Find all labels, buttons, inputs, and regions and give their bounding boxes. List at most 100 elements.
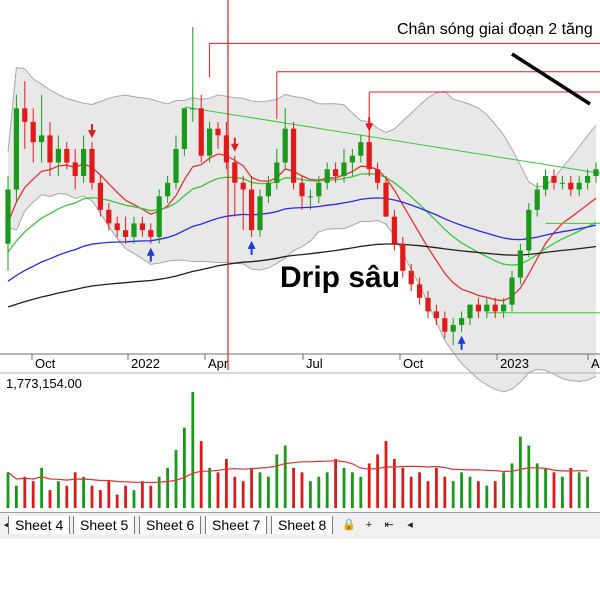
candle-body — [30, 121, 36, 143]
tab-sheet-6[interactable]: Sheet 6 — [139, 516, 202, 534]
volume-bar — [233, 476, 237, 508]
empty-area — [0, 539, 600, 600]
tab-sheet-5[interactable]: Sheet 5 — [73, 516, 136, 534]
volume-bar — [149, 485, 153, 508]
volume-bar — [443, 476, 447, 508]
candle-body — [324, 169, 330, 183]
volume-bar — [384, 441, 388, 508]
volume-bar — [510, 463, 514, 508]
volume-bar — [191, 392, 195, 508]
price-volume-chart: Oct 2022 Apr Jul Oct 2023 Ap 1,773,154.00 Chân… — [0, 0, 600, 508]
candle-body — [576, 182, 582, 190]
volume-bar — [376, 454, 379, 508]
volume-bar — [267, 476, 270, 508]
x-tick-label: Jul — [306, 356, 323, 371]
signal-arrows — [88, 117, 466, 350]
candle-body — [366, 142, 372, 170]
annotation-wave-base: Chân sóng giai đoạn 2 tăng — [397, 21, 593, 38]
volume-bar — [82, 476, 85, 508]
volume-bar — [334, 458, 337, 508]
volume-bar — [561, 476, 564, 508]
volume-bar — [124, 485, 127, 508]
candle-body — [593, 169, 599, 176]
tab-prev-icon[interactable]: ◂ — [407, 519, 413, 531]
volume-bar — [174, 450, 178, 508]
candle-body — [543, 176, 549, 190]
candle-body — [22, 108, 28, 122]
x-tick-label: 2023 — [500, 356, 529, 371]
annotation-arrow-line — [511, 52, 591, 106]
volume-bar — [73, 472, 77, 508]
volume-bar — [401, 467, 405, 508]
volume-bar — [317, 476, 321, 508]
volume-bar — [31, 481, 35, 508]
volume-bar — [477, 481, 480, 508]
volume-bar — [409, 476, 413, 508]
volume-bar — [325, 472, 329, 508]
volume-bar — [225, 458, 228, 508]
volume-bar — [460, 472, 463, 508]
buy-arrow-icon — [247, 240, 256, 255]
volume-bar — [48, 490, 52, 508]
candle-body — [316, 182, 322, 197]
bollinger-lower-line — [7, 192, 597, 393]
volume-bar — [199, 441, 203, 508]
candle-body — [274, 162, 280, 183]
candle-body — [223, 135, 229, 163]
lock-icon[interactable]: 🔒 — [342, 519, 356, 531]
volume-bar — [485, 485, 489, 508]
sheet-tab-bar: ◀ Sheet 4 Sheet 5 Sheet 6 Sheet 7 Sheet … — [0, 512, 600, 540]
volume-bar — [90, 485, 94, 508]
volume-bar — [107, 481, 111, 508]
volume-bar — [535, 463, 539, 508]
candle-body — [181, 108, 187, 149]
candle-body — [375, 169, 381, 183]
sell-arrow-icon — [88, 124, 96, 139]
bollinger-band — [7, 67, 597, 393]
candle-body — [442, 318, 448, 332]
volume-bar — [141, 481, 144, 508]
candle-body — [156, 196, 162, 237]
volume-bar — [132, 490, 136, 508]
volume-bar — [166, 467, 169, 508]
volume-bar — [367, 463, 371, 508]
bollinger-band-fill — [8, 67, 596, 392]
volume-bar — [250, 467, 253, 508]
volume-bar — [569, 467, 573, 508]
tab-sheet-4[interactable]: Sheet 4 — [8, 516, 71, 534]
candle-body — [39, 135, 45, 143]
candle-body — [509, 277, 515, 305]
add-sheet-icon[interactable]: + — [365, 519, 373, 531]
volume-bar — [283, 445, 287, 508]
x-tick-label: Apr — [208, 356, 229, 371]
candle-body — [417, 284, 423, 298]
volume-bar — [519, 436, 522, 508]
candle-body — [249, 189, 255, 231]
candle-body — [585, 176, 591, 183]
sell-arrow-icon — [230, 137, 239, 152]
candle-body — [13, 108, 19, 190]
volume-bar — [23, 476, 27, 508]
candle-body — [492, 304, 498, 312]
volume-bar — [468, 476, 472, 508]
candle-body — [106, 209, 112, 224]
volume-bar — [435, 467, 438, 508]
candle-body — [81, 148, 87, 176]
volume-bar — [241, 481, 245, 508]
candle-body — [173, 148, 179, 183]
volume-bar — [99, 490, 102, 508]
tab-sheet-7[interactable]: Sheet 7 — [205, 516, 268, 534]
candle-body — [484, 304, 490, 312]
candle-body — [97, 182, 103, 210]
candle-body — [139, 223, 145, 231]
volume-bar — [309, 481, 312, 508]
volume-average-line — [7, 460, 588, 484]
candle-body — [307, 196, 313, 198]
insert-sheet-icon[interactable]: ⇤ — [384, 519, 394, 531]
tab-sheet-8[interactable]: Sheet 8 — [271, 516, 334, 534]
candle-body — [459, 318, 465, 325]
candle-body — [291, 128, 297, 183]
volume-bar — [342, 467, 346, 508]
x-tick-label: Ap — [591, 356, 600, 371]
candle-body — [198, 108, 204, 156]
